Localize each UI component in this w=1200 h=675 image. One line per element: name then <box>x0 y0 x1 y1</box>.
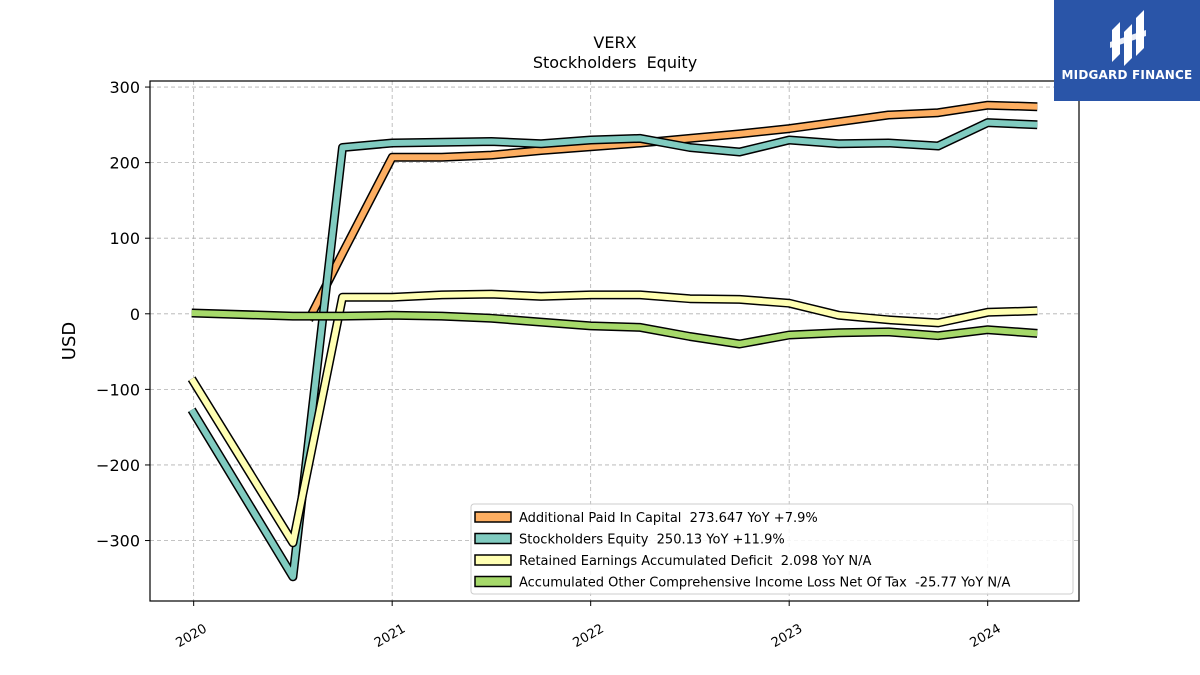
y-tick-label: 0 <box>130 305 140 324</box>
series-stroke <box>191 310 1038 347</box>
series-line-4 <box>191 308 1038 349</box>
series-line-2 <box>187 118 1038 582</box>
x-axis: 2020 2021 2022 2023 2024 <box>174 601 1004 651</box>
x-tick-label: 2023 <box>769 621 805 651</box>
series-line-3 <box>187 289 1038 548</box>
brand-logo: MIDGARD FINANCE <box>1054 0 1200 101</box>
legend-swatch <box>474 554 512 566</box>
y-tick-label: −200 <box>96 456 140 475</box>
x-tick-label: 2024 <box>968 621 1004 651</box>
legend-label: Additional Paid In Capital 273.647 YoY +… <box>519 511 818 526</box>
series-stroke <box>189 119 1038 580</box>
logo-mark-icon <box>1110 10 1146 66</box>
legend-item: Accumulated Other Comprehensive Income L… <box>474 575 1010 591</box>
chart-title: VERX <box>593 33 636 52</box>
legend-box <box>470 503 1074 595</box>
series-stroke <box>306 102 1038 322</box>
y-tick-label: 200 <box>109 154 140 173</box>
y-tick-label: 100 <box>109 229 140 248</box>
y-tick-label: −100 <box>96 380 140 399</box>
legend-swatch <box>474 511 512 523</box>
legend-label: Retained Earnings Accumulated Deficit 2.… <box>519 554 871 569</box>
y-axis-label: USD <box>59 322 80 360</box>
legend-swatch <box>474 575 512 588</box>
legend-item: Additional Paid In Capital 273.647 YoY +… <box>474 511 818 526</box>
plot-frame <box>149 80 1080 602</box>
legend-item: Retained Earnings Accumulated Deficit 2.… <box>474 554 871 569</box>
x-tick-label: 2021 <box>372 621 408 651</box>
y-tick-label: −300 <box>96 532 140 551</box>
x-tick-label: 2022 <box>571 621 607 651</box>
legend-label: Accumulated Other Comprehensive Income L… <box>519 576 1010 591</box>
legend: Additional Paid In Capital 273.647 YoY +… <box>470 503 1074 595</box>
y-tick-label: 300 <box>109 78 140 97</box>
x-tick-label: 2020 <box>174 621 210 651</box>
brand-logo-text: MIDGARD FINANCE <box>1061 68 1193 82</box>
legend-item: Stockholders Equity 250.13 YoY +11.9% <box>474 532 785 548</box>
legend-label: Stockholders Equity 250.13 YoY +11.9% <box>519 533 785 548</box>
chart-subtitle: Stockholders Equity <box>533 53 697 72</box>
series-line-1 <box>304 100 1038 322</box>
y-axis: −300 −200 −100 0 100 200 300 <box>96 78 150 551</box>
series-group <box>187 100 1038 582</box>
series-stroke <box>189 291 1038 546</box>
legend-swatch <box>474 532 512 545</box>
